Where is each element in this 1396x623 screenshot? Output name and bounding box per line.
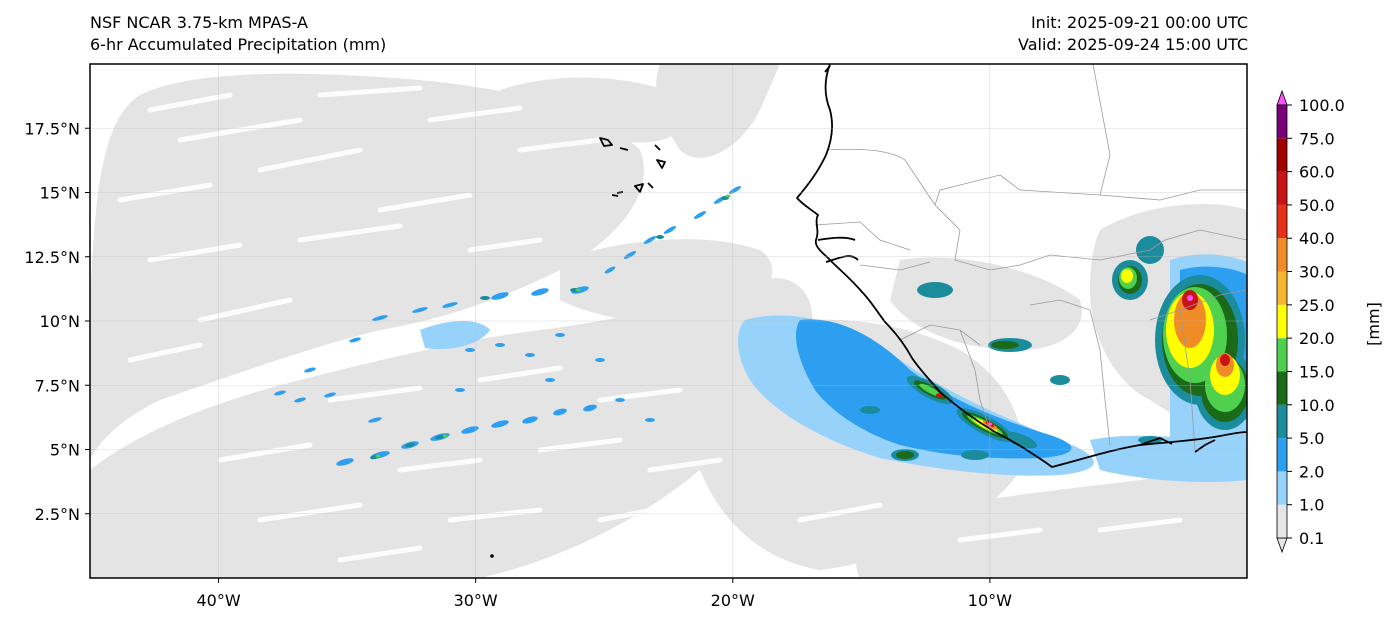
lat-axis: 17.5°N 15°N 12.5°N 10°N 7.5°N 5°N 2.5°N [24,119,90,524]
lon-tick-label: 30°W [454,591,498,610]
colorbar-tick-label: 1.0 [1299,496,1324,515]
valid-time: Valid: 2025-09-24 15:00 UTC [1017,35,1248,54]
colorbar-tick-label: 40.0 [1299,229,1335,248]
island-marker [490,554,494,558]
colorbar-tick-label: 15.0 [1299,362,1335,381]
coastline [599,64,1247,468]
colorbar-tick-label: 20.0 [1299,329,1335,348]
colorbar-tick-label: 0.1 [1299,529,1324,548]
lat-tick-label: 17.5°N [24,119,80,138]
colorbar-tick-label: 30.0 [1299,263,1335,282]
lon-axis: 40°W 30°W 20°W 10°W [196,578,1012,610]
colorbar-tick-label: 10.0 [1299,396,1335,415]
colorbar-segment [1277,304,1287,339]
colorbar-segment [1277,438,1287,472]
lat-tick-label: 12.5°N [24,248,80,267]
colorbar-segment [1277,471,1287,505]
lon-tick-label: 20°W [711,591,755,610]
convective-cells-west [274,186,742,466]
lat-tick-label: 2.5°N [35,505,80,524]
light-precip-layer [90,64,1247,578]
colorbar-tick-label: 5.0 [1299,429,1324,448]
colorbar-outline [1276,104,1288,539]
colorbar-segment [1277,105,1287,139]
init-time: Init: 2025-09-21 00:00 UTC [1030,13,1248,32]
gridlines [90,64,1247,578]
model-title: NSF NCAR 3.75-km MPAS-A [90,13,308,32]
colorbar-tick-label: 60.0 [1299,163,1335,182]
colorbar-tick-label: 100.0 [1299,96,1345,115]
colorbar-segment [1277,338,1287,372]
lat-tick-label: 5°N [50,441,80,460]
colorbar-segment [1277,504,1287,538]
colorbar-segment [1277,271,1287,305]
colorbar-segment [1277,238,1287,272]
colorbar-unit-label: [mm] [1364,302,1383,346]
colorbar-segment [1277,204,1287,239]
colorbar-segment [1277,138,1287,172]
map-panel [90,64,1247,578]
lon-tick-label: 40°W [196,591,240,610]
colorbar-min-extend [1276,537,1288,554]
lat-tick-label: 10°N [40,312,80,331]
colorbar-max-extend [1276,89,1288,106]
colorbar-segment [1277,371,1287,405]
lat-tick-label: 15°N [40,184,80,203]
colorbar-tick-label: 2.0 [1299,462,1324,481]
colorbar-tick-label: 50.0 [1299,196,1335,215]
field-title: 6-hr Accumulated Precipitation (mm) [90,35,387,54]
colorbar-segment [1277,404,1287,439]
colorbar: 0.1 1.0 2.0 5.0 10.0 15.0 20.0 25.0 30.0 40.0 50.0… [1276,89,1345,554]
colorbar-segment [1277,171,1287,205]
lon-tick-label: 10°W [968,591,1012,610]
lat-tick-label: 7.5°N [35,376,80,395]
field-gaps [117,85,1183,563]
colorbar-tick-label: 25.0 [1299,296,1335,315]
colorbar-tick-label: 75.0 [1299,129,1335,148]
